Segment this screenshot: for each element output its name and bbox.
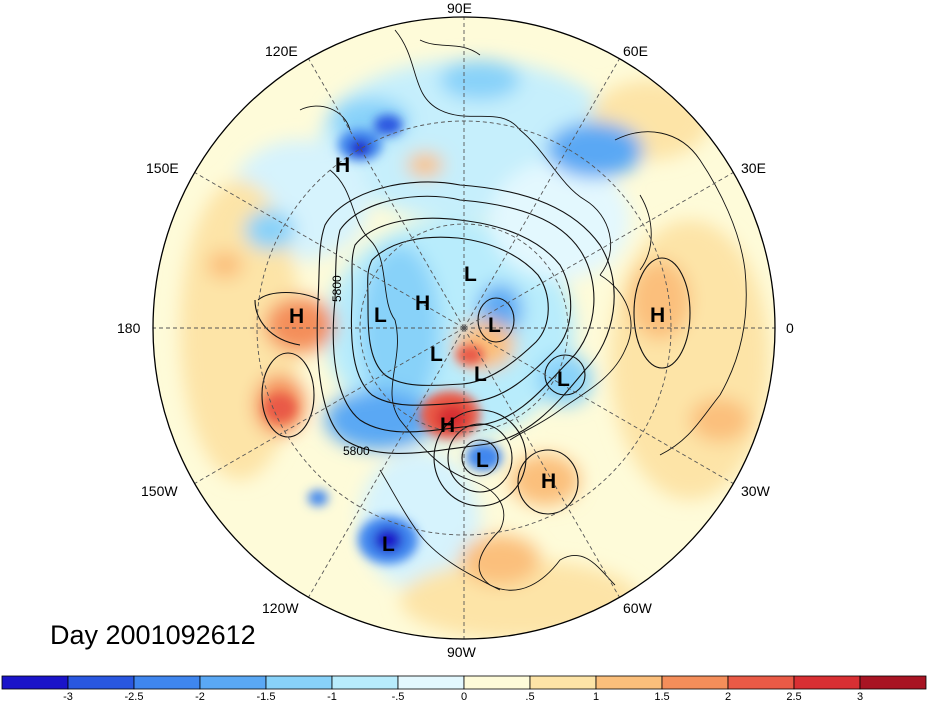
colorbar-tick-label: .5 bbox=[525, 691, 534, 702]
colorbar-tick-label: -1.5 bbox=[257, 691, 276, 702]
colorbar-cell bbox=[793, 675, 861, 690]
height-contours bbox=[254, 181, 691, 515]
lon-label-30e: 30E bbox=[741, 160, 766, 176]
high-pressure-marker: H bbox=[289, 305, 304, 328]
colorbar-cell bbox=[331, 675, 399, 690]
colorbar-cells bbox=[1, 675, 927, 690]
colorbar-cell bbox=[463, 675, 531, 690]
lon-label-180: 180 bbox=[117, 320, 141, 336]
colorbar-cell bbox=[397, 675, 465, 690]
contour-label: 5800 bbox=[343, 444, 370, 458]
colorbar-cell bbox=[529, 675, 597, 690]
low-pressure-marker: L bbox=[474, 363, 487, 386]
colorbar-cell bbox=[595, 675, 663, 690]
colorbar-cell bbox=[661, 675, 729, 690]
contour-labels: 5800 5800 bbox=[330, 275, 370, 458]
high-pressure-marker: H bbox=[335, 154, 350, 177]
colorbar-tick-label: -3 bbox=[63, 691, 73, 702]
colorbar-cell bbox=[727, 675, 795, 690]
meridians bbox=[153, 17, 775, 639]
pressure-systems: H H H H H H L L L L L L L L bbox=[289, 154, 665, 556]
colorbar-labels: -3 -2.5 -2 -1.5 -1 -.5 0 .5 1 1.5 2 2.5 3 bbox=[63, 691, 863, 702]
colorbar-cell bbox=[265, 675, 333, 690]
low-pressure-marker: L bbox=[430, 343, 443, 366]
high-pressure-marker: H bbox=[415, 292, 430, 315]
low-pressure-marker: L bbox=[464, 263, 477, 286]
colorbar-tick-label: -1 bbox=[327, 691, 337, 702]
contour-label: 5800 bbox=[330, 275, 344, 302]
low-pressure-marker: L bbox=[374, 304, 387, 327]
colorbar: -3 -2.5 -2 -1.5 -1 -.5 0 .5 1 1.5 2 2.5 3 bbox=[1, 675, 927, 702]
coastlines bbox=[299, 29, 747, 591]
colorbar-tick-label: -2 bbox=[195, 691, 205, 702]
colorbar-cell bbox=[67, 675, 135, 690]
lon-label-120e: 120E bbox=[265, 43, 298, 59]
date-caption: Day 2001092612 bbox=[50, 620, 256, 650]
colorbar-cell bbox=[1, 675, 69, 690]
low-pressure-marker: L bbox=[557, 368, 570, 391]
lon-label-90e: 90E bbox=[447, 0, 472, 16]
lon-label-150w: 150W bbox=[141, 483, 178, 499]
lon-label-60w: 60W bbox=[623, 600, 653, 616]
colorbar-tick-label: -.5 bbox=[392, 691, 405, 702]
colorbar-cell bbox=[199, 675, 267, 690]
colorbar-tick-label: 1 bbox=[593, 691, 599, 702]
colorbar-tick-label: 3 bbox=[857, 691, 863, 702]
lon-label-120w: 120W bbox=[262, 600, 299, 616]
colorbar-tick-label: 2 bbox=[725, 691, 731, 702]
low-pressure-marker: L bbox=[382, 533, 395, 556]
high-pressure-marker: H bbox=[650, 304, 665, 327]
lon-label-30w: 30W bbox=[741, 483, 771, 499]
colorbar-cell bbox=[133, 675, 201, 690]
high-pressure-marker: H bbox=[440, 414, 455, 437]
colorbar-tick-label: 1.5 bbox=[654, 691, 669, 702]
lon-label-0: 0 bbox=[786, 320, 794, 336]
high-pressure-marker: H bbox=[541, 470, 556, 493]
low-pressure-marker: L bbox=[476, 449, 489, 472]
colorbar-tick-label: 2.5 bbox=[786, 691, 801, 702]
low-pressure-marker: L bbox=[488, 314, 501, 337]
colorbar-tick-label: 0 bbox=[461, 691, 467, 702]
longitude-labels: 90E 60E 30E 0 30W 60W 90W 120W 150W 180 … bbox=[117, 0, 794, 660]
map-border bbox=[152, 16, 776, 640]
lon-label-150e: 150E bbox=[146, 160, 179, 176]
colorbar-tick-label: -2.5 bbox=[125, 691, 144, 702]
lon-label-60e: 60E bbox=[623, 43, 648, 59]
colorbar-cell bbox=[859, 675, 927, 690]
lon-label-90w: 90W bbox=[447, 644, 477, 660]
